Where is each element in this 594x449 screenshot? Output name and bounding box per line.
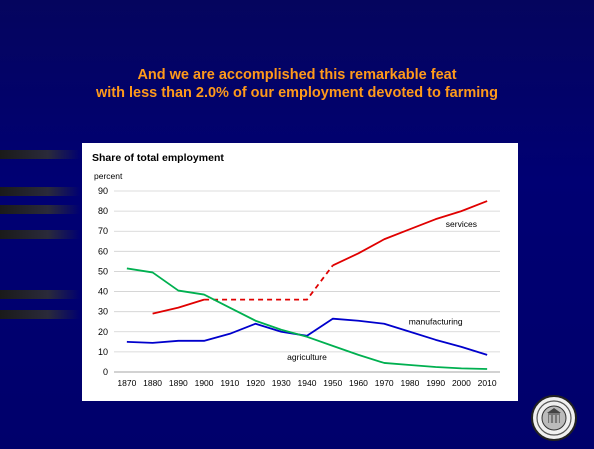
- series-dashed-connector-services: [204, 264, 334, 301]
- decor-stripe: [0, 290, 80, 299]
- chart-svg: Share of total employment percent 0 10 20 3…: [92, 152, 500, 388]
- y-tick-label: 80: [98, 206, 108, 216]
- y-tick-label: 20: [98, 327, 108, 337]
- x-tick-label: 1900: [195, 378, 214, 388]
- y-tick-label: 90: [98, 186, 108, 196]
- x-tick-label: 1910: [220, 378, 239, 388]
- series-line-services: [332, 200, 488, 267]
- employment-chart: Share of total employment percent 0 10 20 3…: [82, 143, 518, 401]
- series-label-services: services: [446, 219, 477, 229]
- chart-title: Share of total employment: [92, 152, 224, 164]
- y-tick-label: 70: [98, 226, 108, 236]
- decor-stripe: [0, 230, 80, 239]
- y-axis-label: percent: [94, 171, 123, 181]
- y-tick-label: 60: [98, 246, 108, 256]
- x-tick-label: 1880: [143, 378, 162, 388]
- x-tick-label: 1980: [400, 378, 419, 388]
- x-tick-label: 1970: [375, 378, 394, 388]
- series-line-agriculture: [126, 267, 488, 370]
- grid-layer: [114, 190, 500, 373]
- decor-stripe: [0, 310, 80, 319]
- series-label-manufacturing: manufacturing: [409, 317, 463, 327]
- series-label-agriculture: agriculture: [287, 352, 327, 362]
- university-seal-logo: [531, 395, 577, 441]
- decor-stripe: [0, 205, 80, 214]
- x-tick-label: 1960: [349, 378, 368, 388]
- decor-stripe: [0, 187, 80, 196]
- x-tick-label: 1990: [426, 378, 445, 388]
- x-tick-label: 2000: [452, 378, 471, 388]
- series-line-services: [152, 298, 205, 315]
- x-tick-label: 1930: [272, 378, 291, 388]
- y-tick-label: 30: [98, 307, 108, 317]
- x-tick-label: 1870: [117, 378, 136, 388]
- x-tick-label: 1950: [323, 378, 342, 388]
- tick-layer: 0 10 20 30 40 50 60 70 80 90 1870 1880 1890 1900 1910 1…: [98, 186, 497, 388]
- series-layer: [126, 200, 488, 370]
- series-line-manufacturing: [126, 317, 488, 356]
- slide-title-line-2: with less than 2.0% of our employment de…: [95, 85, 499, 101]
- series-label-layer: services manufacturing agriculture: [287, 219, 477, 362]
- decor-stripe: [0, 150, 80, 159]
- y-tick-label: 50: [98, 266, 108, 276]
- x-tick-label: 1920: [246, 378, 265, 388]
- y-tick-label: 10: [98, 347, 108, 357]
- y-tick-label: 40: [98, 287, 108, 297]
- y-tick-label: 0: [103, 367, 108, 377]
- slide-title: And we are accomplished this remarkable …: [0, 66, 594, 102]
- slide-title-line-1: And we are accomplished this remarkable …: [137, 67, 457, 83]
- x-tick-label: 1940: [298, 378, 317, 388]
- x-tick-label: 1890: [169, 378, 188, 388]
- x-tick-label: 2010: [478, 378, 497, 388]
